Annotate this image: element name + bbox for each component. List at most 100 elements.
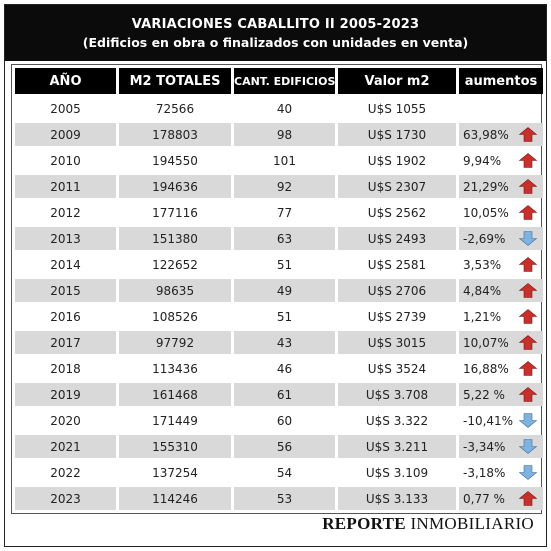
cell-cant-edificios: 40 (276, 101, 293, 116)
cell-anio: 2005 (50, 101, 81, 116)
cell-aumento: 63,98% (459, 123, 543, 146)
page-subtitle: (Edificios en obra o finalizados con uni… (82, 35, 469, 50)
cell-cant-edificios: 53 (234, 487, 335, 510)
aumento-value: 1,21% (463, 309, 502, 324)
cell-valor-m2: U$S 3.211 (338, 435, 456, 458)
aumento-value: -2,69% (463, 231, 506, 246)
report-frame: VARIACIONES CABALLITO II 2005-2023 (Edif… (4, 4, 547, 547)
cell-valor-m2: U$S 3.109 (365, 465, 429, 480)
cell-m2-totales: 161468 (119, 383, 231, 406)
blue-down-arrow-icon (519, 413, 537, 428)
cell-valor-m2: U$S 1902 (367, 153, 427, 168)
cell-aumento: 10,07% (459, 331, 543, 354)
blue-down-arrow-icon (519, 439, 537, 454)
table-row: 2009 178803 98 U$S 1730 63,98% (15, 123, 543, 146)
aumento-value: 5,22 % (463, 387, 505, 402)
cell-valor-m2: U$S 2562 (367, 205, 427, 220)
header-valor-m2: Valor m2 (338, 68, 456, 94)
footer-brand: REPORTE INMOBILIARIO (322, 514, 534, 534)
data-table: AÑO M2 TOTALES CANT. EDIFICIOS Valor m2 … (12, 65, 546, 513)
cell-aumento: 3,53% (459, 253, 543, 276)
cell-cant-edificios: 51 (276, 257, 293, 272)
cell-valor-m2: U$S 1055 (367, 101, 427, 116)
cell-anio: 2017 (15, 331, 116, 354)
cell-m2-totales: 108526 (152, 309, 198, 324)
cell-cant-edificios: 43 (234, 331, 335, 354)
table-row: 2015 98635 49 U$S 2706 4,84% (15, 279, 543, 302)
cell-aumento: 9,94% (459, 149, 543, 172)
aumento-value: -10,41% (463, 413, 514, 428)
cell-aumento: 0,77 % (459, 487, 543, 510)
aumento-value: 10,07% (463, 335, 509, 350)
cell-m2-totales: 114246 (119, 487, 231, 510)
cell-aumento: 21,29% (459, 175, 543, 198)
cell-anio: 2020 (50, 413, 81, 428)
cell-aumento: 10,05% (459, 201, 543, 224)
aumento-value: 63,98% (463, 127, 509, 142)
red-up-arrow-icon (519, 335, 537, 350)
cell-m2-totales: 113436 (152, 361, 198, 376)
cell-cant-edificios: 54 (276, 465, 293, 480)
cell-m2-totales: 97792 (119, 331, 231, 354)
table-row: 2018 113436 46 U$S 3524 16,88% (15, 357, 543, 380)
aumento-value: 4,84% (463, 283, 502, 298)
cell-anio: 2011 (15, 175, 116, 198)
cell-m2-totales: 177116 (152, 205, 198, 220)
cell-anio: 2016 (50, 309, 81, 324)
red-up-arrow-icon (519, 491, 537, 506)
cell-valor-m2: U$S 2581 (367, 257, 427, 272)
cell-anio: 2015 (15, 279, 116, 302)
cell-anio: 2023 (15, 487, 116, 510)
cell-m2-totales: 155310 (119, 435, 231, 458)
table-row: 2021 155310 56 U$S 3.211 -3,34% (15, 435, 543, 458)
red-up-arrow-icon (519, 205, 537, 220)
cell-cant-edificios: 60 (276, 413, 293, 428)
red-up-arrow-icon (519, 127, 537, 142)
aumento-value: 21,29% (463, 179, 509, 194)
cell-anio: 2019 (15, 383, 116, 406)
table-row: 2022 137254 54 U$S 3.109 -3,18% (15, 461, 543, 484)
data-table-wrap: AÑO M2 TOTALES CANT. EDIFICIOS Valor m2 … (11, 64, 543, 514)
table-row: 2020 171449 60 U$S 3.322 -10,41% (15, 409, 543, 432)
cell-cant-edificios: 77 (276, 205, 293, 220)
aumento-value: 16,88% (463, 361, 509, 376)
cell-m2-totales: 171449 (152, 413, 198, 428)
cell-aumento: -3,18% (459, 461, 543, 484)
table-row: 2013 151380 63 U$S 2493 -2,69% (15, 227, 543, 250)
table-row: 2017 97792 43 U$S 3015 10,07% (15, 331, 543, 354)
cell-m2-totales: 72566 (155, 101, 195, 116)
cell-aumento: 4,84% (459, 279, 543, 302)
cell-aumento: 5,22 % (459, 383, 543, 406)
red-up-arrow-icon (519, 179, 537, 194)
table-row: 2016 108526 51 U$S 2739 1,21% (15, 305, 543, 328)
red-up-arrow-icon (519, 283, 537, 298)
cell-m2-totales: 178803 (119, 123, 231, 146)
cell-m2-totales: 194636 (119, 175, 231, 198)
cell-cant-edificios: 49 (234, 279, 335, 302)
cell-valor-m2: U$S 3.322 (365, 413, 429, 428)
header-anio: AÑO (15, 68, 116, 94)
cell-valor-m2: U$S 3524 (367, 361, 427, 376)
cell-valor-m2: U$S 2739 (367, 309, 427, 324)
cell-valor-m2: U$S 3.133 (338, 487, 456, 510)
cell-aumento (459, 97, 543, 120)
aumento-value: 0,77 % (463, 491, 505, 506)
header-cant-edificios: CANT. EDIFICIOS (234, 68, 335, 94)
aumento-value: 9,94% (463, 153, 502, 168)
table-row: 2011 194636 92 U$S 2307 21,29% (15, 175, 543, 198)
table-header-row: AÑO M2 TOTALES CANT. EDIFICIOS Valor m2 … (15, 68, 543, 94)
cell-valor-m2: U$S 1730 (338, 123, 456, 146)
cell-aumento: 1,21% (459, 305, 543, 328)
cell-aumento: -2,69% (459, 227, 543, 250)
cell-anio: 2012 (50, 205, 81, 220)
cell-anio: 2009 (15, 123, 116, 146)
cell-valor-m2: U$S 2493 (338, 227, 456, 250)
cell-anio: 2021 (15, 435, 116, 458)
cell-cant-edificios: 51 (276, 309, 293, 324)
red-up-arrow-icon (519, 309, 537, 324)
aumento-value: 3,53% (463, 257, 502, 272)
cell-cant-edificios: 46 (276, 361, 293, 376)
cell-valor-m2: U$S 3015 (338, 331, 456, 354)
cell-anio: 2013 (15, 227, 116, 250)
cell-anio: 2018 (50, 361, 81, 376)
